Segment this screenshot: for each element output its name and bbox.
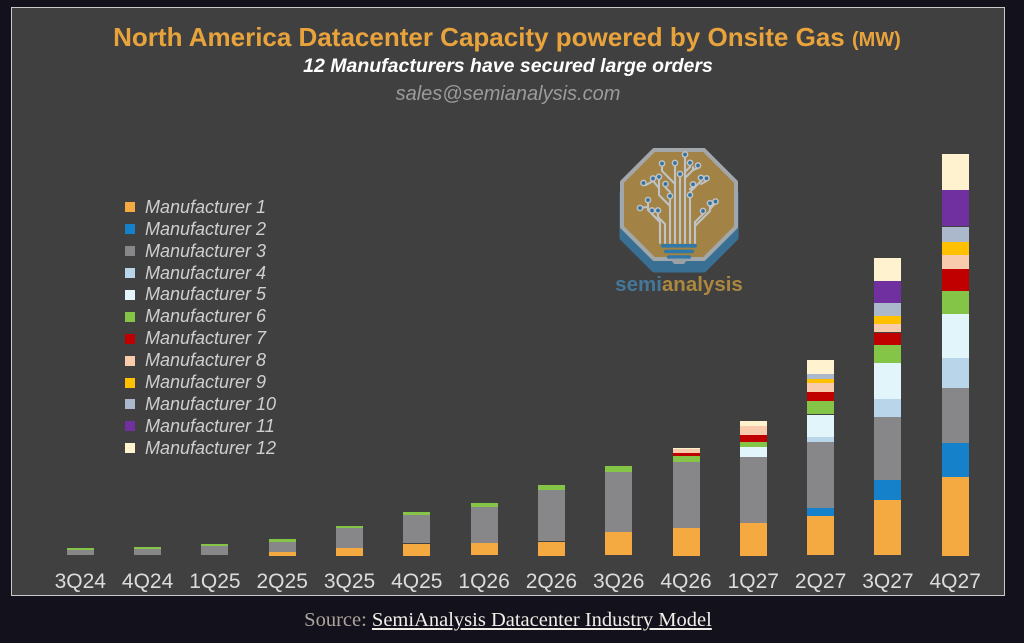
svg-text:semianalysis: semianalysis [615, 273, 743, 296]
